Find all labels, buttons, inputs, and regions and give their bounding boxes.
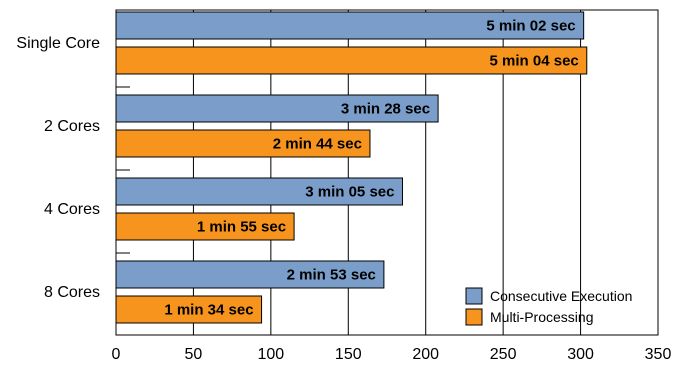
x-tick-label-100: 100 (258, 346, 285, 363)
x-tick-label-350: 350 (645, 346, 672, 363)
x-tick-label-150: 150 (335, 346, 362, 363)
legend-label-1: Multi-Processing (490, 309, 593, 325)
bar-value-label-0-0: 5 min 02 sec (486, 18, 575, 35)
bar-multiprocessing-1 (115, 129, 371, 158)
x-tick-label-50: 50 (185, 346, 203, 363)
bar-consecutive-1 (115, 94, 439, 123)
bar-consecutive-0 (115, 11, 585, 40)
x-axis: 0 50 100 150 200 250 300 350 (112, 346, 672, 363)
category-label-2: 4 Cores (44, 201, 100, 218)
bar-multiprocessing-3 (115, 295, 263, 324)
legend-swatch-1 (465, 308, 483, 326)
bar-value-label-1-2: 1 min 55 sec (197, 219, 286, 236)
bar-consecutive-2 (115, 177, 403, 206)
bars (115, 11, 588, 324)
bar-value-label-1-3: 1 min 34 sec (164, 302, 253, 319)
category-label-1: 2 Cores (44, 118, 100, 135)
legend-swatch-0 (465, 287, 483, 305)
x-tick-label-0: 0 (112, 346, 121, 363)
bar-value-label-0-2: 3 min 05 sec (305, 184, 394, 201)
bar-value-label-0-3: 2 min 53 sec (287, 267, 376, 284)
bar-consecutive-3 (115, 260, 385, 289)
bar-multiprocessing-0 (115, 46, 588, 75)
x-tick-label-200: 200 (412, 346, 439, 363)
legend-label-0: Consecutive Execution (490, 288, 632, 304)
bar-value-label-0-1: 3 min 28 sec (341, 101, 430, 118)
bar-value-label-1-1: 2 min 44 sec (273, 136, 362, 153)
x-tick-label-250: 250 (490, 346, 517, 363)
legend: Consecutive Execution Multi-Processing (465, 287, 632, 326)
bar-multiprocessing-2 (115, 212, 295, 241)
bar-labels: 5 min 02 sec 5 min 04 sec 3 min 28 sec 2 mi… (164, 18, 578, 319)
category-label-3: 8 Cores (44, 284, 100, 301)
bar-value-label-1-0: 5 min 04 sec (490, 53, 579, 70)
category-label-0: Single Core (16, 35, 100, 52)
x-tick-label-300: 300 (567, 346, 594, 363)
category-labels: Single Core 2 Cores 4 Cores 8 Cores (16, 35, 100, 301)
